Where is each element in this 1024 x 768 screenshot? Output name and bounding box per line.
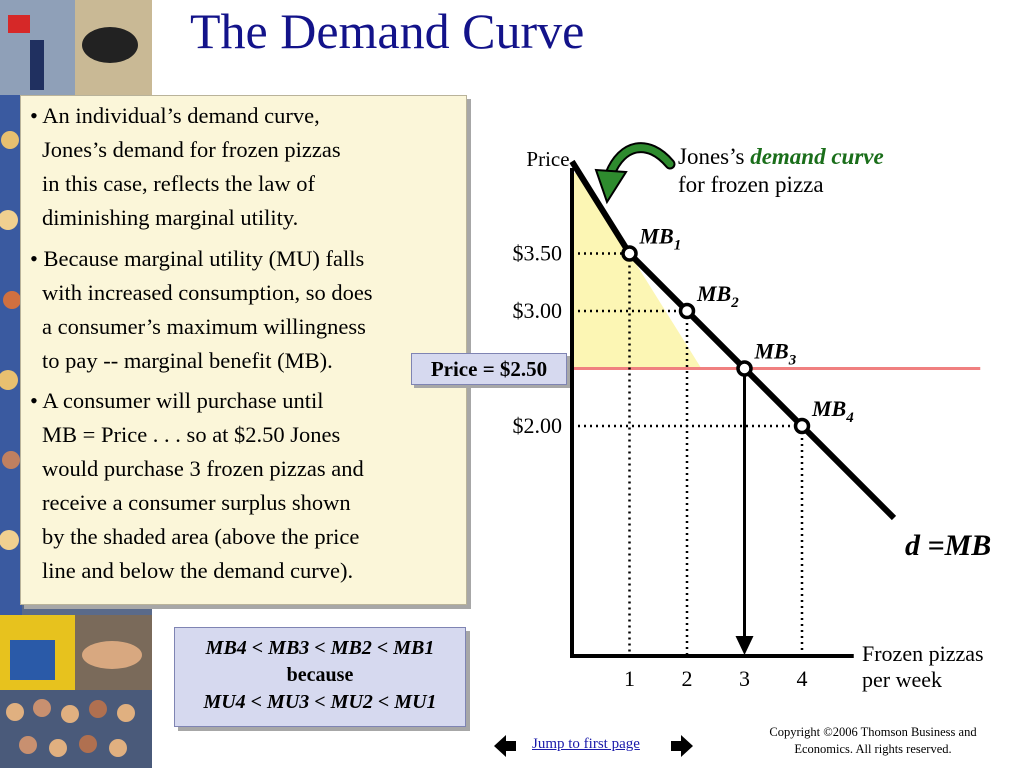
bullet-line: diminishing marginal utility. <box>42 205 299 230</box>
mb-point-label-3: MB3 <box>754 339 797 369</box>
bullet-line: line and below the demand curve). <box>42 558 354 583</box>
y-axis-label: Price <box>526 147 569 171</box>
mb-inequality: MB4 < MB3 < MB2 < MB1 <box>205 637 435 659</box>
bullet-2: • Because marginal utility (MU) falls wi… <box>30 242 373 378</box>
because-label: because <box>286 664 354 686</box>
bullet-line: Jones’s demand for frozen pizzas <box>42 137 341 162</box>
mb-point-2 <box>678 302 696 320</box>
quantity-arrowhead <box>735 636 754 655</box>
bullet-line: with increased consumption, so does <box>42 280 373 305</box>
demand-curve-annotation: Jones’s demand curve <box>678 144 884 169</box>
y-tick-label: $3.00 <box>513 298 563 323</box>
bullet-line: in this case, reflects the law of <box>42 171 316 196</box>
curved-arrow-head <box>594 168 628 205</box>
demand-curve-chart: MB1 MB2 MB3 MB4 $3.50 $3.00 $2.00 1 2 3 4 Price Froz… <box>513 142 991 692</box>
jump-to-first-page-link[interactable]: Jump to first page <box>532 736 640 752</box>
copyright-line: Copyright ©2006 Thomson Business and <box>769 725 977 739</box>
next-arrow-icon[interactable] <box>669 733 695 759</box>
curved-arrow-icon <box>606 144 674 178</box>
slide-title: The Demand Curve <box>190 3 585 59</box>
mb-point-1 <box>621 245 638 262</box>
explanation-text-box: • An individual’s demand curve, Jones’s … <box>20 95 467 605</box>
bullet-line: a consumer’s maximum willingness <box>42 314 366 339</box>
demand-curve-line <box>569 159 897 521</box>
x-axis-label: Frozen pizzas per week <box>862 641 984 692</box>
consumer-surplus-area <box>572 173 702 369</box>
y-tick-label: $3.50 <box>513 241 563 266</box>
bullet-line: to pay -- marginal benefit (MB). <box>42 348 333 373</box>
bullet-line: receive a consumer surplus shown <box>42 490 351 515</box>
y-tick-label: $2.00 <box>513 413 563 438</box>
bullet-3: • A consumer will purchase until MB = Pr… <box>30 384 364 588</box>
x-tick-label: 1 <box>624 666 635 691</box>
bullet-line: • An individual’s demand curve, <box>30 103 320 128</box>
mb-point-4 <box>793 417 811 435</box>
bullet-1: • An individual’s demand curve, Jones’s … <box>30 99 341 235</box>
demand-curve-annotation-line2: for frozen pizza <box>678 172 824 197</box>
copyright-line: Economics. All rights reserved. <box>794 742 952 756</box>
mb-point-label-2: MB2 <box>696 281 739 311</box>
mb-point-3 <box>736 360 753 377</box>
demand-series-label: d =MB <box>905 529 991 562</box>
bullet-line: by the shaded area (above the price <box>42 524 360 549</box>
previous-arrow-icon[interactable] <box>492 733 518 759</box>
mb-point-label-4: MB4 <box>811 396 854 426</box>
bullet-line: • Because marginal utility (MU) falls <box>30 246 365 271</box>
copyright-notice: Copyright ©2006 Thomson Business and Eco… <box>748 724 998 758</box>
bullet-line: would purchase 3 frozen pizzas and <box>42 456 364 481</box>
x-tick-label: 4 <box>797 666 808 691</box>
mu-inequality: MU4 < MU3 < MU2 < MU1 <box>203 691 437 713</box>
mb-point-label-1: MB1 <box>639 224 682 254</box>
price-label-box: Price = $2.50 <box>411 353 567 385</box>
x-tick-label: 2 <box>682 666 693 691</box>
bullet-line: MB = Price . . . so at $2.50 Jones <box>42 422 341 447</box>
marginal-comparison-box: MB4 < MB3 < MB2 < MB1 because MU4 < MU3 … <box>174 627 466 727</box>
bullet-line: • A consumer will purchase until <box>30 388 324 413</box>
x-tick-label: 3 <box>739 666 750 691</box>
